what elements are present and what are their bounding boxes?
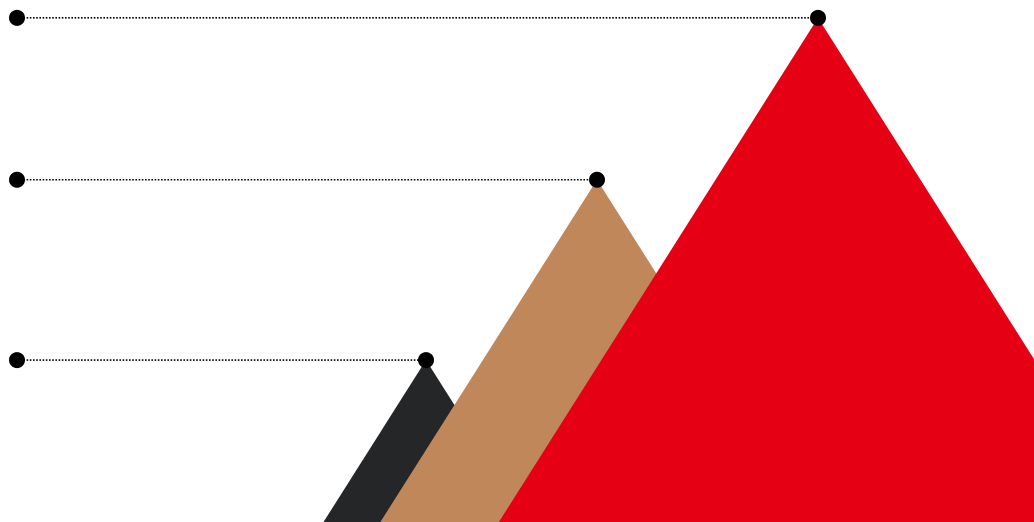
- left-marker-dot-2: [9, 171, 25, 188]
- left-marker-dot-1: [9, 352, 25, 369]
- left-marker-dot-3: [9, 9, 25, 26]
- triangles-layer: [323, 17, 1034, 522]
- triangle-3: [498, 17, 1034, 522]
- markers-layer: [9, 9, 826, 369]
- peak-marker-dot-1: [418, 352, 434, 369]
- leader-lines-layer: [17, 17, 818, 361]
- peak-marker-dot-2: [589, 171, 605, 188]
- peak-marker-dot-3: [810, 9, 826, 26]
